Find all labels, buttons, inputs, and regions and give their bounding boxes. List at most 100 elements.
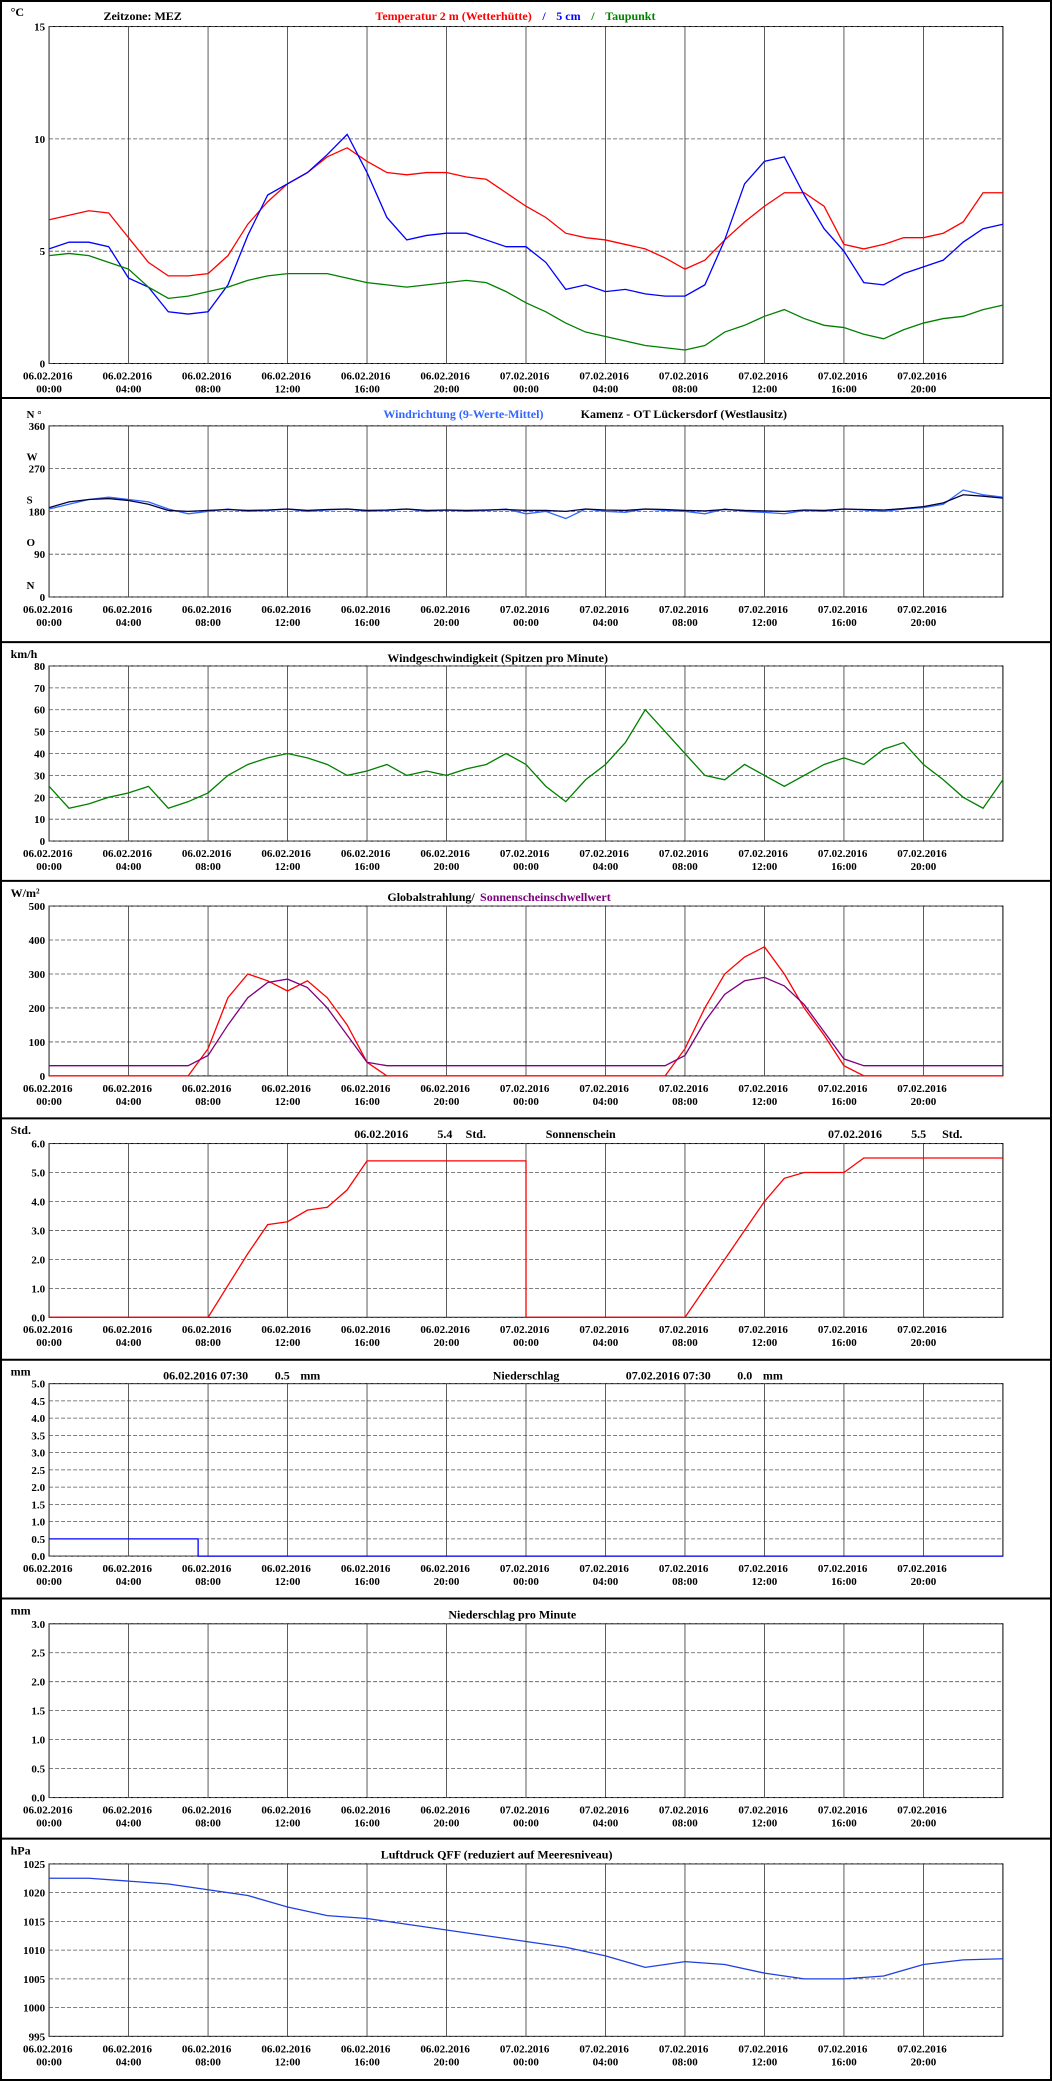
x-tick-label: 06.02.2016 08:00 — [182, 1563, 234, 1588]
x-tick-label: 06.02.2016 00:00 — [23, 1324, 75, 1349]
x-tick-label: 07.02.2016 16:00 — [818, 370, 870, 395]
x-tick-label: 07.02.2016 04:00 — [579, 370, 631, 395]
y-tick-label: 0.5 — [31, 1534, 45, 1546]
title-part: mm — [300, 1369, 320, 1383]
y-tick-label: 3.0 — [31, 1448, 45, 1460]
x-tick-label: 07.02.2016 04:00 — [579, 2043, 631, 2068]
data-line — [48, 133, 1004, 315]
x-tick-label: 07.02.2016 16:00 — [818, 848, 870, 873]
x-tick-label: 06.02.2016 20:00 — [420, 1804, 472, 1829]
x-tick-label: 06.02.2016 00:00 — [23, 1804, 75, 1829]
y-tick-label: 0 — [40, 1071, 46, 1083]
y-tick-label: 3.0 — [31, 1225, 45, 1237]
x-tick-label: 07.02.2016 08:00 — [659, 1563, 711, 1588]
y-tick-label: 5.0 — [31, 1379, 45, 1391]
x-tick-label: 06.02.2016 00:00 — [23, 370, 75, 395]
x-tick-label: 07.02.2016 20:00 — [897, 370, 949, 395]
x-tick-label: 07.02.2016 16:00 — [818, 1083, 870, 1108]
title-part: 5 cm — [556, 9, 580, 23]
x-tick-label: 06.02.2016 20:00 — [420, 1563, 472, 1588]
x-tick-label: 06.02.2016 16:00 — [341, 848, 393, 873]
y-tick-label: 1020 — [23, 1888, 46, 1900]
x-tick-label: 06.02.2016 12:00 — [261, 1563, 313, 1588]
x-tick-label: 07.02.2016 16:00 — [818, 1563, 870, 1588]
title-part: Globalstrahlung/ — [387, 890, 475, 904]
title-part: Luftdruck QFF (reduziert auf Meeresnivea… — [381, 1848, 613, 1862]
x-tick-label: 07.02.2016 00:00 — [500, 1804, 552, 1829]
x-tick-label: 07.02.2016 12:00 — [738, 2043, 790, 2068]
y-tick-label: 1025 — [23, 1859, 46, 1871]
y-tick-label: 0.0 — [31, 1551, 45, 1563]
x-tick-label: 06.02.2016 04:00 — [102, 604, 154, 629]
y-tick-label: 10 — [34, 134, 46, 146]
x-tick-label: 07.02.2016 16:00 — [818, 1804, 870, 1829]
y-tick-label: 1015 — [23, 1916, 46, 1928]
x-tick-label: 07.02.2016 12:00 — [738, 848, 790, 873]
y-tick-label: 4.5 — [31, 1396, 45, 1408]
title-part: 06.02.2016 07:30 — [163, 1369, 248, 1383]
title-part: / — [590, 9, 595, 23]
data-line — [48, 708, 1004, 810]
x-tick-label: 06.02.2016 12:00 — [261, 1804, 313, 1829]
x-tick-label: 07.02.2016 00:00 — [500, 848, 552, 873]
title-part: Temperatur 2 m (Wetterhütte) — [375, 9, 531, 23]
x-tick-label: 07.02.2016 04:00 — [579, 1563, 631, 1588]
y-tick-label: 15 — [34, 22, 46, 34]
y-tick-label: 995 — [29, 2031, 46, 2043]
unit-label: hPa — [11, 1844, 31, 1858]
y-tick-label: 5 — [40, 246, 46, 258]
y-tick-label: 360 — [29, 421, 46, 433]
y-tick-label: 270 — [29, 464, 46, 476]
title-part: 06.02.2016 — [354, 1127, 408, 1141]
x-tick-label: 07.02.2016 04:00 — [579, 1804, 631, 1829]
data-line — [49, 1538, 1003, 1557]
y-tick-label: 1010 — [23, 1945, 46, 1957]
y-tick-label: 200 — [29, 1003, 46, 1015]
x-tick-label: 06.02.2016 12:00 — [261, 370, 313, 395]
x-tick-label: 06.02.2016 04:00 — [102, 1804, 154, 1829]
y-tick-label: 10 — [34, 814, 46, 826]
x-tick-label: 06.02.2016 20:00 — [420, 604, 472, 629]
y-tick-label: 0 — [40, 836, 46, 848]
x-tick-label: 06.02.2016 04:00 — [102, 848, 154, 873]
chart-title: Luftdruck QFF (reduziert auf Meeresnivea… — [381, 1848, 613, 1862]
x-tick-label: 06.02.2016 12:00 — [261, 604, 313, 629]
x-tick-label: 07.02.2016 00:00 — [500, 1324, 552, 1349]
data-line — [49, 1157, 1003, 1318]
y-tick-label: 2.0 — [31, 1482, 45, 1494]
unit-label: mm — [11, 1365, 31, 1379]
chart-title: Globalstrahlung/Sonnenscheinschwellwert — [387, 890, 610, 904]
x-tick-label: 07.02.2016 12:00 — [738, 1804, 790, 1829]
x-tick-label: 07.02.2016 12:00 — [738, 1324, 790, 1349]
x-tick-label: 07.02.2016 20:00 — [897, 848, 949, 873]
chart-title: 06.02.2016 5.4 Std. Sonnenschein 07.02.2016 5… — [354, 1127, 962, 1141]
x-tick-label: 06.02.2016 08:00 — [182, 1083, 234, 1108]
x-tick-label: 07.02.2016 20:00 — [897, 604, 949, 629]
y-tick-label: 3.5 — [31, 1430, 45, 1442]
title-part: Kamenz - OT Lückersdorf (Westlausitz) — [581, 407, 787, 421]
title-part: Windrichtung (9-Werte-Mittel) — [383, 407, 543, 421]
data-line — [49, 945, 1003, 1077]
x-tick-label: 07.02.2016 00:00 — [500, 2043, 552, 2068]
x-tick-label: 06.02.2016 20:00 — [420, 2043, 472, 2068]
x-tick-label: 06.02.2016 08:00 — [182, 848, 234, 873]
x-tick-label: 07.02.2016 04:00 — [579, 604, 631, 629]
y-tick-label: 30 — [34, 770, 46, 782]
x-tick-label: 07.02.2016 20:00 — [897, 1563, 949, 1588]
x-tick-label: 06.02.2016 08:00 — [182, 370, 234, 395]
y-tick-label: 1005 — [23, 1974, 46, 1986]
y-tick-label: 2.0 — [31, 1254, 45, 1266]
x-tick-label: 06.02.2016 16:00 — [341, 1804, 393, 1829]
x-tick-label: 06.02.2016 12:00 — [261, 848, 313, 873]
y-tick-label: 2.5 — [31, 1648, 45, 1660]
x-tick-label: 07.02.2016 20:00 — [897, 1083, 949, 1108]
x-tick-label: 07.02.2016 08:00 — [659, 1083, 711, 1108]
x-tick-label: 06.02.2016 04:00 — [102, 1083, 154, 1108]
x-tick-label: 06.02.2016 12:00 — [261, 2043, 313, 2068]
y-tick-label: 500 — [29, 901, 46, 913]
x-tick-label: 06.02.2016 16:00 — [341, 2043, 393, 2068]
x-tick-label: 06.02.2016 08:00 — [182, 604, 234, 629]
y-tick-label: 0.0 — [31, 1312, 45, 1324]
y-tick-label: 5.0 — [31, 1168, 45, 1180]
unit-label: °C — [11, 5, 24, 19]
